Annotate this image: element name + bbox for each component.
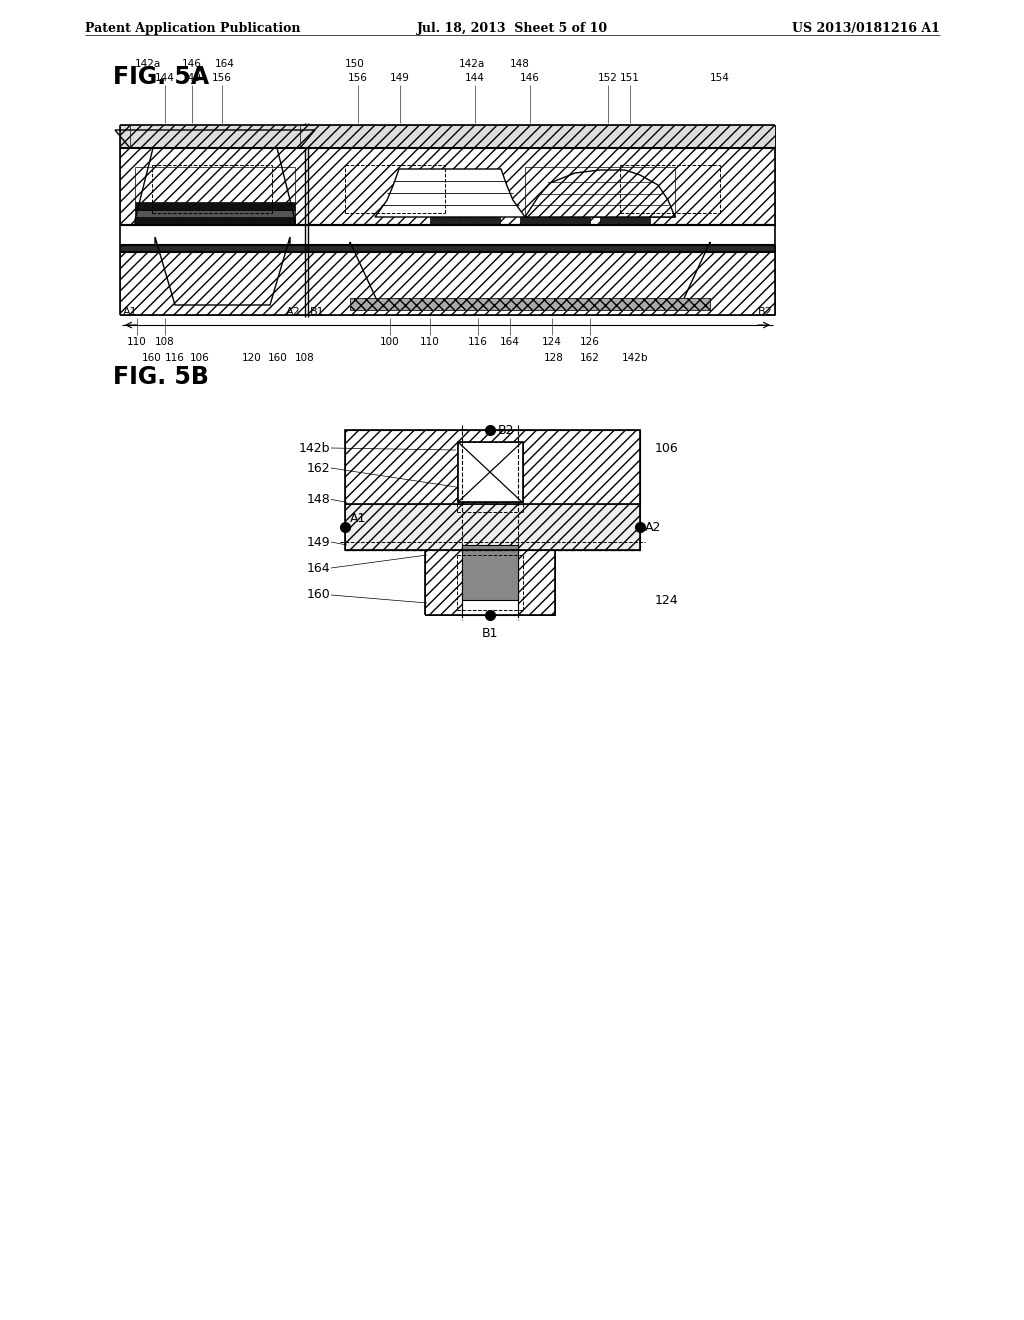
Text: A1: A1 xyxy=(123,308,137,317)
Text: 162: 162 xyxy=(306,462,330,474)
Text: 148: 148 xyxy=(306,492,330,506)
Bar xyxy=(135,216,295,224)
Text: 142a: 142a xyxy=(135,59,161,69)
Text: 106: 106 xyxy=(655,441,679,454)
Text: 142b: 142b xyxy=(622,352,648,363)
Polygon shape xyxy=(375,169,525,216)
Text: 146: 146 xyxy=(182,59,202,69)
Text: 164: 164 xyxy=(500,337,520,347)
Text: 124: 124 xyxy=(655,594,679,606)
Text: A1: A1 xyxy=(350,512,367,525)
Text: Patent Application Publication: Patent Application Publication xyxy=(85,22,300,36)
Bar xyxy=(135,168,295,202)
Bar xyxy=(345,430,640,550)
Text: 154: 154 xyxy=(710,73,730,83)
Text: 144: 144 xyxy=(465,73,485,83)
Bar xyxy=(525,168,675,216)
Text: 108: 108 xyxy=(155,337,175,347)
Text: FIG. 5B: FIG. 5B xyxy=(113,366,209,389)
Bar xyxy=(345,430,640,550)
Bar xyxy=(458,442,523,502)
Text: US 2013/0181216 A1: US 2013/0181216 A1 xyxy=(793,22,940,36)
Bar xyxy=(120,252,775,315)
Text: 120: 120 xyxy=(242,352,262,363)
Text: 116: 116 xyxy=(165,352,185,363)
Text: B1: B1 xyxy=(481,627,499,640)
Text: 160: 160 xyxy=(142,352,162,363)
Text: 150: 150 xyxy=(345,59,365,69)
Bar xyxy=(425,550,555,615)
Bar xyxy=(350,298,710,310)
Text: 100: 100 xyxy=(380,337,399,347)
Text: 152: 152 xyxy=(598,73,617,83)
Bar xyxy=(462,550,518,615)
Text: 160: 160 xyxy=(268,352,288,363)
Bar xyxy=(345,504,640,550)
Text: A2: A2 xyxy=(645,520,662,533)
Text: 128: 128 xyxy=(544,352,564,363)
Text: 149: 149 xyxy=(306,536,330,549)
Text: A2: A2 xyxy=(287,308,301,317)
Text: Jul. 18, 2013  Sheet 5 of 10: Jul. 18, 2013 Sheet 5 of 10 xyxy=(417,22,607,36)
Text: 108: 108 xyxy=(295,352,314,363)
Text: 142a: 142a xyxy=(459,59,485,69)
Text: 106: 106 xyxy=(190,352,210,363)
Bar xyxy=(600,216,650,224)
Bar xyxy=(120,246,775,252)
Text: 110: 110 xyxy=(127,337,146,347)
Bar xyxy=(120,148,775,224)
Text: 149: 149 xyxy=(390,73,410,83)
Bar xyxy=(520,216,590,224)
Text: 156: 156 xyxy=(348,73,368,83)
Text: 110: 110 xyxy=(420,337,440,347)
Text: B1: B1 xyxy=(310,308,325,317)
Bar xyxy=(130,125,300,148)
Bar xyxy=(458,442,523,502)
Text: 164: 164 xyxy=(306,561,330,574)
Text: 146: 146 xyxy=(520,73,540,83)
Bar xyxy=(120,125,775,148)
Text: 164: 164 xyxy=(215,59,234,69)
Bar xyxy=(135,210,295,216)
Text: 148: 148 xyxy=(510,59,530,69)
Text: 142b: 142b xyxy=(299,441,330,454)
Bar xyxy=(350,298,710,310)
Text: 160: 160 xyxy=(306,589,330,602)
Text: B2: B2 xyxy=(498,424,514,437)
Text: 144: 144 xyxy=(155,73,175,83)
Text: B2: B2 xyxy=(758,308,773,317)
Bar xyxy=(462,545,518,601)
Bar xyxy=(135,202,295,210)
Text: 126: 126 xyxy=(580,337,600,347)
Bar xyxy=(430,216,500,224)
Text: 162: 162 xyxy=(580,352,600,363)
Text: 116: 116 xyxy=(468,337,488,347)
Text: 156: 156 xyxy=(212,73,232,83)
Text: FIG. 5A: FIG. 5A xyxy=(113,65,209,88)
Text: 124: 124 xyxy=(542,337,562,347)
Text: 149: 149 xyxy=(182,73,202,83)
Text: 151: 151 xyxy=(621,73,640,83)
